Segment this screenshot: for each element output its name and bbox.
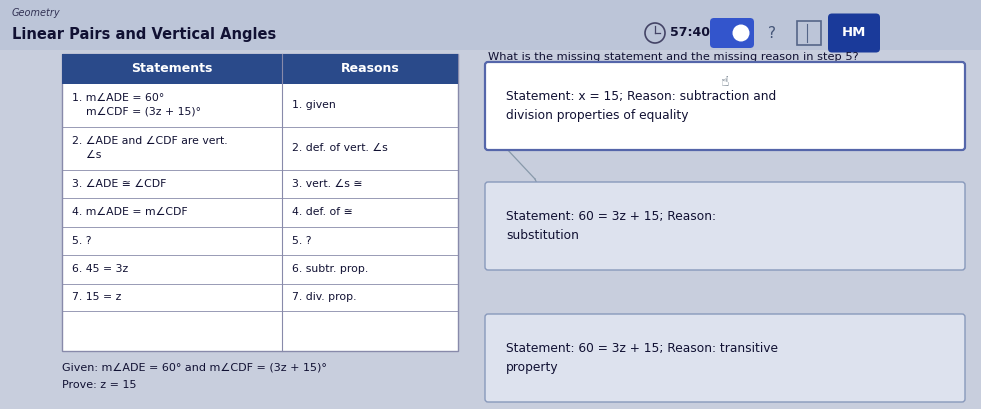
Text: What is the missing statement and the missing reason in step 5?: What is the missing statement and the mi… — [488, 52, 858, 62]
Text: Reasons: Reasons — [340, 62, 399, 75]
Text: 3. vert. ∠s ≅: 3. vert. ∠s ≅ — [292, 179, 363, 189]
Text: Prove: z = 15: Prove: z = 15 — [62, 380, 136, 390]
Text: 1. m∠ADE = 60°
    m∠CDF = (3z + 15)°: 1. m∠ADE = 60° m∠CDF = (3z + 15)° — [72, 93, 201, 117]
Text: 7. div. prop.: 7. div. prop. — [292, 292, 356, 302]
FancyBboxPatch shape — [485, 62, 965, 150]
Text: Statement: 60 = 3z + 15; Reason:
substitution: Statement: 60 = 3z + 15; Reason: substit… — [506, 210, 716, 242]
Text: Statement: 60 = 3z + 15; Reason: transitive
property: Statement: 60 = 3z + 15; Reason: transit… — [506, 342, 778, 374]
Text: 57:40: 57:40 — [670, 27, 710, 40]
FancyBboxPatch shape — [0, 0, 981, 50]
Text: 1. given: 1. given — [292, 100, 336, 110]
Text: 2. ∠ADE and ∠CDF are vert.
    ∠s: 2. ∠ADE and ∠CDF are vert. ∠s — [72, 136, 228, 160]
Text: 4. def. of ≅: 4. def. of ≅ — [292, 207, 353, 217]
Text: Given: m∠ADE = 60° and m∠CDF = (3z + 15)°: Given: m∠ADE = 60° and m∠CDF = (3z + 15)… — [62, 362, 327, 372]
Text: 2. def. of vert. ∠s: 2. def. of vert. ∠s — [292, 143, 387, 153]
Text: Statement: x = 15; Reason: subtraction and
division properties of equality: Statement: x = 15; Reason: subtraction a… — [506, 90, 776, 122]
FancyBboxPatch shape — [62, 54, 458, 83]
Text: Geometry: Geometry — [12, 8, 61, 18]
FancyBboxPatch shape — [62, 54, 458, 351]
FancyBboxPatch shape — [485, 314, 965, 402]
Text: 5. ?: 5. ? — [292, 236, 312, 246]
Text: 6. 45 = 3z: 6. 45 = 3z — [72, 264, 129, 274]
Text: 7. 15 = z: 7. 15 = z — [72, 292, 122, 302]
Text: ?: ? — [768, 25, 776, 40]
FancyBboxPatch shape — [485, 182, 965, 270]
FancyBboxPatch shape — [710, 18, 754, 48]
Text: 6. subtr. prop.: 6. subtr. prop. — [292, 264, 368, 274]
Text: ☝: ☝ — [721, 75, 729, 89]
Circle shape — [733, 25, 749, 41]
Text: Statements: Statements — [131, 62, 213, 75]
Text: 5. ?: 5. ? — [72, 236, 91, 246]
Text: 4. m∠ADE = m∠CDF: 4. m∠ADE = m∠CDF — [72, 207, 187, 217]
Text: 3. ∠ADE ≅ ∠CDF: 3. ∠ADE ≅ ∠CDF — [72, 179, 167, 189]
Text: HM: HM — [842, 27, 866, 40]
Text: Linear Pairs and Vertical Angles: Linear Pairs and Vertical Angles — [12, 27, 277, 42]
FancyBboxPatch shape — [828, 13, 880, 52]
